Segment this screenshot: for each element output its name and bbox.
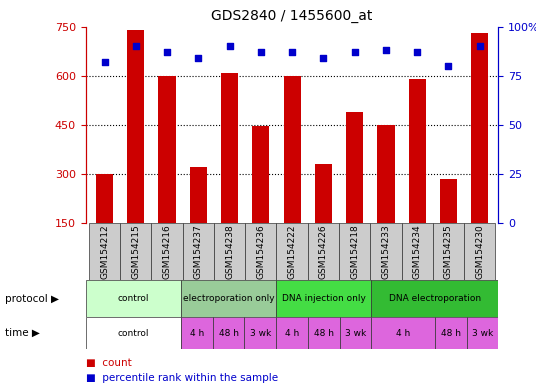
Bar: [284, 76, 301, 272]
Text: control: control: [117, 329, 149, 338]
Point: [319, 55, 327, 61]
Text: 4 h: 4 h: [285, 329, 299, 338]
Bar: [276, 280, 371, 317]
Bar: [89, 223, 120, 280]
Text: GSM154212: GSM154212: [100, 224, 109, 279]
Text: time ▶: time ▶: [5, 328, 40, 338]
Point: [382, 47, 390, 53]
Text: GSM154236: GSM154236: [256, 224, 265, 279]
Bar: [467, 317, 498, 349]
Bar: [245, 223, 277, 280]
Text: GSM154216: GSM154216: [162, 224, 172, 279]
Text: 48 h: 48 h: [441, 329, 461, 338]
Text: ■  percentile rank within the sample: ■ percentile rank within the sample: [86, 373, 278, 383]
Text: GSM154215: GSM154215: [131, 224, 140, 279]
Text: 3 wk: 3 wk: [472, 329, 493, 338]
Bar: [308, 223, 339, 280]
Point: [413, 49, 421, 55]
Bar: [464, 223, 495, 280]
Point: [257, 49, 265, 55]
Text: 48 h: 48 h: [314, 329, 334, 338]
Bar: [96, 174, 113, 272]
Text: GSM154233: GSM154233: [382, 224, 390, 279]
Bar: [408, 79, 426, 272]
Bar: [377, 125, 394, 272]
Text: GSM154226: GSM154226: [319, 224, 328, 279]
Text: GSM154238: GSM154238: [225, 224, 234, 279]
Bar: [252, 126, 270, 272]
Bar: [339, 223, 370, 280]
Bar: [214, 223, 245, 280]
Bar: [183, 223, 214, 280]
Bar: [190, 167, 207, 272]
Text: 4 h: 4 h: [396, 329, 411, 338]
Text: GSM154222: GSM154222: [288, 224, 296, 279]
Bar: [440, 179, 457, 272]
Point: [475, 43, 484, 50]
Bar: [86, 317, 181, 349]
Text: ■  count: ■ count: [86, 358, 131, 368]
Text: 4 h: 4 h: [190, 329, 204, 338]
Text: GSM154235: GSM154235: [444, 224, 453, 279]
Bar: [401, 223, 433, 280]
Point: [444, 63, 453, 69]
Text: GSM154237: GSM154237: [194, 224, 203, 279]
Bar: [277, 223, 308, 280]
Text: 3 wk: 3 wk: [250, 329, 271, 338]
Bar: [433, 223, 464, 280]
Point: [163, 49, 172, 55]
Text: control: control: [117, 294, 149, 303]
Bar: [159, 76, 176, 272]
Bar: [371, 317, 435, 349]
Text: 3 wk: 3 wk: [345, 329, 366, 338]
Bar: [370, 223, 401, 280]
Bar: [181, 317, 213, 349]
Bar: [371, 280, 498, 317]
Bar: [86, 280, 181, 317]
Bar: [213, 317, 244, 349]
Bar: [346, 112, 363, 272]
Point: [351, 49, 359, 55]
Text: 48 h: 48 h: [219, 329, 239, 338]
Bar: [127, 30, 144, 272]
Bar: [221, 73, 238, 272]
Text: DNA injection only: DNA injection only: [282, 294, 366, 303]
Bar: [152, 223, 183, 280]
Bar: [120, 223, 152, 280]
Bar: [471, 33, 488, 272]
Point: [100, 59, 109, 65]
Text: GSM154218: GSM154218: [350, 224, 359, 279]
Text: DNA electroporation: DNA electroporation: [389, 294, 481, 303]
Point: [225, 43, 234, 50]
Point: [131, 43, 140, 50]
Bar: [435, 317, 467, 349]
Bar: [340, 317, 371, 349]
Title: GDS2840 / 1455600_at: GDS2840 / 1455600_at: [211, 9, 373, 23]
Bar: [276, 317, 308, 349]
Point: [288, 49, 296, 55]
Text: protocol ▶: protocol ▶: [5, 293, 59, 304]
Bar: [308, 317, 340, 349]
Bar: [181, 280, 276, 317]
Text: electroporation only: electroporation only: [183, 294, 274, 303]
Bar: [244, 317, 276, 349]
Bar: [315, 164, 332, 272]
Point: [194, 55, 203, 61]
Text: GSM154230: GSM154230: [475, 224, 484, 279]
Text: GSM154234: GSM154234: [413, 224, 422, 279]
